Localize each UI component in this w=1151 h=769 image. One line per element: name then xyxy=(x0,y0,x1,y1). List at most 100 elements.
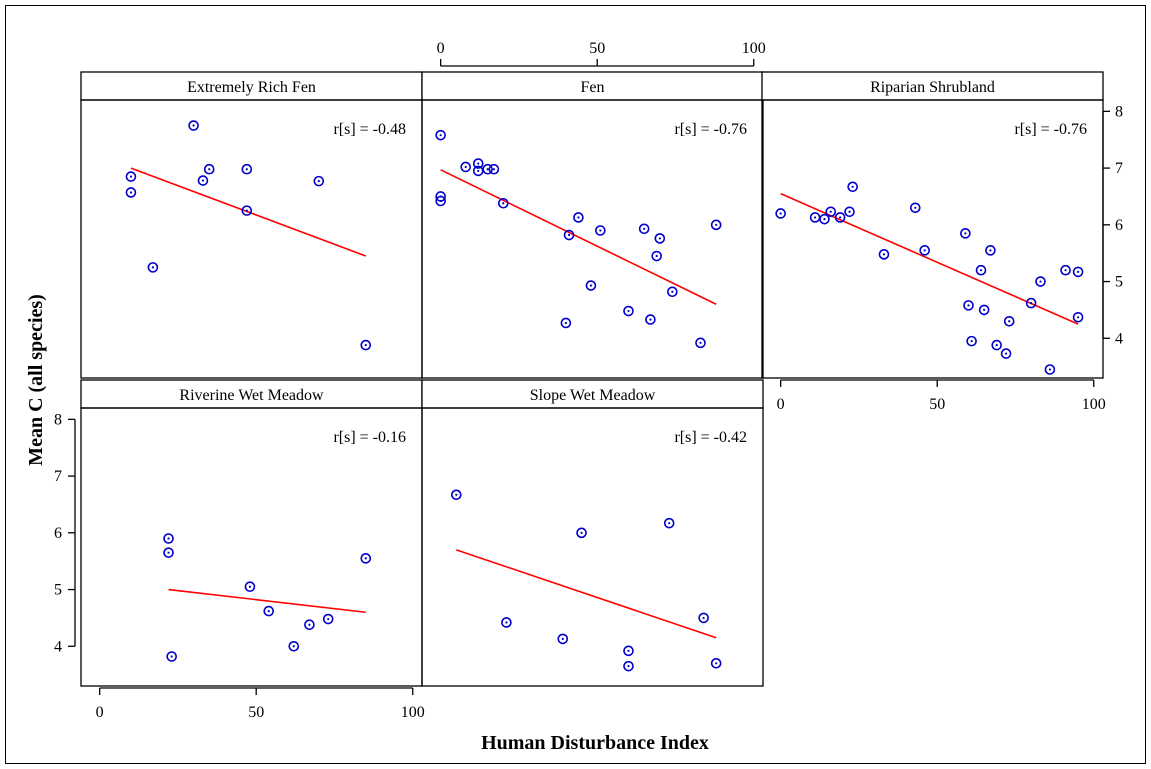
data-point-center xyxy=(699,341,702,344)
x-tick-label: 100 xyxy=(401,704,425,721)
data-point xyxy=(1025,297,1037,309)
data-point-center xyxy=(486,168,489,171)
data-point-center xyxy=(364,557,367,560)
figure-border xyxy=(5,5,1146,764)
panel-plot-frame xyxy=(421,407,764,687)
data-point-center xyxy=(492,168,495,171)
y-tick-label: 6 xyxy=(1115,217,1123,234)
data-point-center xyxy=(813,216,817,219)
data-point-center xyxy=(327,617,330,621)
data-point-center xyxy=(580,531,583,534)
data-point-center xyxy=(882,253,886,256)
fit-line xyxy=(130,167,367,257)
data-point xyxy=(435,195,446,207)
data-point-center xyxy=(567,233,571,237)
panel-strip-label: Extremely Rich Fen xyxy=(187,79,316,96)
data-point-center xyxy=(671,290,674,293)
data-point-center xyxy=(989,249,992,252)
data-point-center xyxy=(308,623,311,626)
data-point xyxy=(244,581,256,593)
panel-riparian-shrubland: Riparian Shrubland r[s] = -0.76 xyxy=(761,71,1104,379)
data-point-center xyxy=(839,216,842,219)
x-axis-bottom-col1: 0 50 100 xyxy=(96,687,425,721)
data-point xyxy=(125,187,137,198)
data-point xyxy=(638,223,650,235)
y-tick-label: 4 xyxy=(54,638,62,655)
x-tick-label: 50 xyxy=(248,704,264,721)
data-point-center xyxy=(627,665,630,668)
data-point-center xyxy=(1030,302,1033,305)
data-point xyxy=(147,262,159,273)
x-axis-bottom-col3: 0 50 100 xyxy=(777,379,1106,413)
data-point-center xyxy=(208,168,211,171)
data-point-center xyxy=(248,585,252,588)
panel-slope-wet-meadow: Slope Wet Meadow r[s] = -0.42 xyxy=(421,379,764,687)
panel-plot-frame xyxy=(80,407,423,687)
data-point-center xyxy=(923,249,926,252)
data-point-center xyxy=(464,165,467,169)
data-point-center xyxy=(702,616,705,620)
data-point xyxy=(844,206,855,218)
data-point xyxy=(825,206,837,218)
panel-strip xyxy=(761,71,1104,101)
data-point xyxy=(991,339,1002,351)
data-point-center xyxy=(1004,352,1008,355)
panel-correlation-label: r[s] = -0.76 xyxy=(674,121,747,138)
data-point xyxy=(563,229,575,241)
x-tick-label: 100 xyxy=(742,40,766,57)
data-point-center xyxy=(267,610,270,613)
data-point xyxy=(975,264,987,276)
data-point-center xyxy=(627,649,630,652)
panel-strip xyxy=(421,379,764,409)
x-tick-label: 100 xyxy=(1082,396,1106,413)
data-point xyxy=(241,163,253,175)
x-axis-top-col2: 0 50 100 xyxy=(437,40,766,67)
data-point xyxy=(313,175,325,187)
data-point-center xyxy=(649,318,652,321)
x-axis-title: Human Disturbance Index xyxy=(481,732,709,754)
data-point-center xyxy=(129,175,133,178)
data-point xyxy=(1060,264,1071,276)
data-point-center xyxy=(455,493,458,496)
data-point xyxy=(909,202,921,214)
y-axis-right-row1: 4 5 6 7 8 xyxy=(1102,103,1123,347)
data-point-center xyxy=(201,179,205,182)
data-point xyxy=(241,205,253,216)
data-point-center xyxy=(983,308,986,312)
data-point-center xyxy=(1048,368,1052,371)
data-point-center xyxy=(655,254,658,258)
data-point xyxy=(125,171,137,182)
data-point xyxy=(834,212,846,223)
data-point xyxy=(775,208,786,219)
data-point xyxy=(1044,364,1056,375)
data-point-center xyxy=(829,210,832,213)
data-point xyxy=(623,305,634,317)
x-tick-label: 50 xyxy=(929,396,945,413)
data-point-center xyxy=(964,232,967,235)
panel-correlation-label: r[s] = -0.76 xyxy=(1014,121,1087,138)
data-point xyxy=(663,517,675,529)
x-tick-label: 0 xyxy=(96,704,104,721)
data-point-center xyxy=(129,191,133,194)
data-point-center xyxy=(658,237,661,240)
fit-line xyxy=(168,588,366,614)
panel-correlation-label: r[s] = -0.16 xyxy=(333,429,406,446)
panel-correlation-label: r[s] = -0.48 xyxy=(333,121,406,138)
axes-layer: 0 50 100 0 50 100 0 50 100 4 5 6 7 8 4 5 6 7 8 xyxy=(54,40,1123,721)
data-point xyxy=(1003,315,1015,327)
data-point-center xyxy=(439,199,442,203)
data-point xyxy=(919,245,930,256)
data-point-center xyxy=(167,551,170,554)
data-point-center xyxy=(477,169,480,173)
y-tick-label: 5 xyxy=(54,582,62,599)
data-point-center xyxy=(967,304,970,307)
data-point xyxy=(482,163,493,175)
panels-layer: Extremely Rich Fen r[s] = -0.48 Fen r[s] = … xyxy=(80,71,1104,687)
y-tick-label: 5 xyxy=(1115,274,1123,291)
data-point-center xyxy=(477,162,480,165)
data-point-center xyxy=(970,340,973,343)
data-point-center xyxy=(995,343,998,347)
panel-strip-label: Fen xyxy=(581,79,605,96)
data-point-center xyxy=(167,537,170,540)
panel-strip-label: Riparian Shrubland xyxy=(870,79,995,96)
